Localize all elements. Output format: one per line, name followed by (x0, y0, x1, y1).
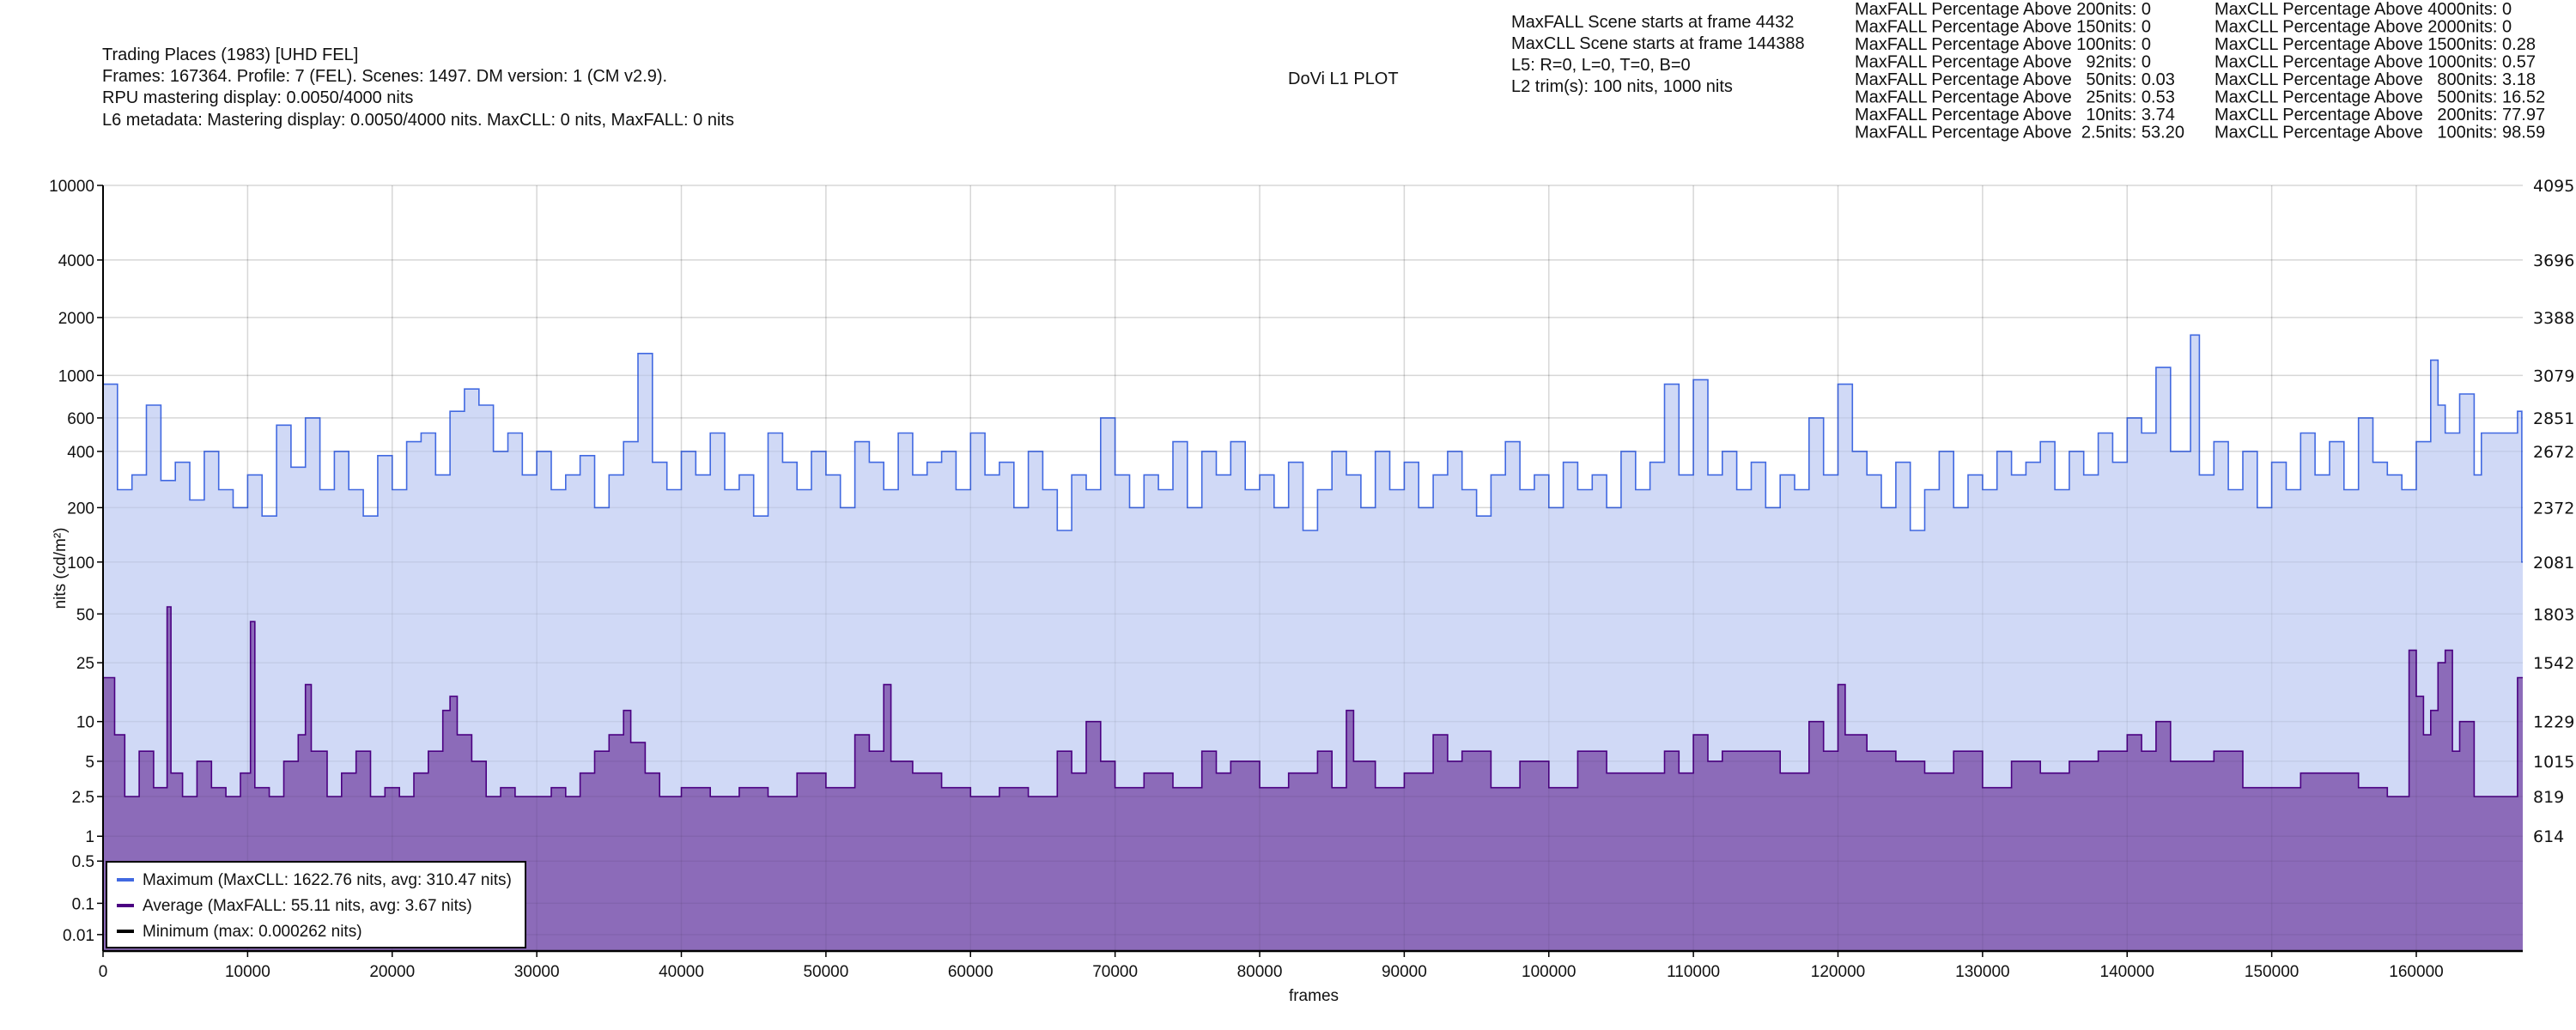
x-tick-label: 150000 (2245, 963, 2299, 981)
series-layer (103, 334, 2523, 953)
maxcll-percentage-line: MaxCLL Percentage Above 4000nits: 0 (2215, 0, 2512, 19)
y-tick-label-right-pq: 2851 (2533, 409, 2574, 428)
maxfall-percentage-line: MaxFALL Percentage Above 2.5nits: 53.20 (1855, 124, 2184, 142)
y-tick-label-right-pq: 3079 (2533, 367, 2574, 385)
maxfall-percentage-line: MaxFALL Percentage Above 25nits: 0.53 (1855, 88, 2175, 107)
y-tick-label-right-pq: 819 (2533, 788, 2564, 807)
y-tick-label-left: 400 (67, 444, 94, 462)
legend: Maximum (MaxCLL: 1622.76 nits, avg: 310.… (106, 861, 526, 948)
y-tick-label-left: 100 (67, 554, 94, 573)
info-line: MaxFALL Scene starts at frame 4432 (1511, 13, 1794, 32)
x-tick-label: 0 (99, 963, 108, 981)
x-tick-label: 140000 (2100, 963, 2154, 981)
x-tick-label: 110000 (1667, 963, 1720, 981)
y-axis-label: nits (cd/m²) (52, 528, 70, 609)
y-tick-label-left: 25 (76, 655, 94, 673)
y-tick-label-right-pq: 614 (2533, 827, 2564, 846)
x-tick-label: 60000 (948, 963, 993, 981)
x-tick-label: 10000 (225, 963, 270, 981)
x-tick-label: 70000 (1092, 963, 1138, 981)
series-line-average (103, 606, 2523, 797)
maxcll-percentage-line: MaxCLL Percentage Above 1000nits: 0.57 (2215, 53, 2536, 72)
y-tick-label-left: 2000 (58, 310, 94, 328)
x-tick-label: 80000 (1237, 963, 1283, 981)
axes: 0 10000 20000 30000 40000 50000 60000 70000 8000… (49, 177, 2574, 981)
header-info: Trading Places (1983) [UHD FEL] Frames: … (102, 0, 2545, 142)
y-tick-label-left: 10000 (49, 178, 94, 196)
legend-label-maximum: Maximum (MaxCLL: 1622.76 nits, avg: 310.… (143, 871, 512, 889)
y-tick-label-right-pq: 3388 (2533, 309, 2574, 328)
maxfall-percentage-line: MaxFALL Percentage Above 50nits: 0.03 (1855, 70, 2175, 89)
y-tick-label-right-pq: 1542 (2533, 654, 2574, 673)
percentage-stats: MaxFALL Percentage Above 200nits: 0MaxFA… (1855, 0, 2545, 142)
chart-title: Trading Places (1983) [UHD FEL] (102, 45, 358, 64)
y-tick-label-left: 0.1 (72, 895, 94, 913)
maxcll-percentage-line: MaxCLL Percentage Above 500nits: 16.52 (2215, 88, 2545, 107)
maxfall-percentage-line: MaxFALL Percentage Above 200nits: 0 (1855, 0, 2151, 19)
maxfall-percentage-line: MaxFALL Percentage Above 10nits: 3.74 (1855, 106, 2175, 124)
y-tick-label-right-pq: 1803 (2533, 605, 2574, 624)
maxcll-percentage-line: MaxCLL Percentage Above 200nits: 77.97 (2215, 106, 2545, 124)
y-tick-label-left: 50 (76, 606, 94, 624)
x-tick-label: 20000 (369, 963, 415, 981)
maxcll-percentage-line: MaxCLL Percentage Above 100nits: 98.59 (2215, 124, 2545, 142)
x-tick-label: 120000 (1811, 963, 1865, 981)
x-tick-label: 50000 (803, 963, 848, 981)
plot-title: DoVi L1 PLOT (1288, 70, 1399, 88)
x-tick-label: 100000 (1522, 963, 1576, 981)
legend-label-average: Average (MaxFALL: 55.11 nits, avg: 3.67 … (143, 897, 472, 915)
maxcll-percentage-line: MaxCLL Percentage Above 1500nits: 0.28 (2215, 35, 2536, 54)
y-tick-label-right-pq: 2081 (2533, 554, 2574, 573)
maxcll-percentage-line: MaxCLL Percentage Above 800nits: 3.18 (2215, 70, 2536, 89)
l6-metadata-info: L6 metadata: Mastering display: 0.0050/4… (102, 111, 734, 130)
x-tick-label: 40000 (659, 963, 704, 981)
maxfall-percentage-line: MaxFALL Percentage Above 150nits: 0 (1855, 18, 2151, 37)
y-tick-label-right-pq: 3696 (2533, 251, 2574, 270)
maxcll-percentage-line: MaxCLL Percentage Above 2000nits: 0 (2215, 18, 2512, 37)
y-tick-label-right-pq: 1229 (2533, 713, 2574, 732)
series-area-average (103, 607, 2523, 951)
series-line-maximum (103, 334, 2523, 563)
rpu-mastering-info: RPU mastering display: 0.0050/4000 nits (102, 88, 413, 107)
x-tick-label: 90000 (1382, 963, 1427, 981)
y-tick-label-left: 10 (76, 714, 94, 732)
maxfall-percentage-line: MaxFALL Percentage Above 92nits: 0 (1855, 53, 2151, 72)
y-tick-label-right-pq: 2372 (2533, 499, 2574, 518)
x-axis-label: frames (1289, 987, 1339, 1005)
y-tick-label-left: 1000 (58, 367, 94, 385)
x-tick-label: 130000 (1955, 963, 2009, 981)
x-tick-label: 160000 (2389, 963, 2443, 981)
info-line: MaxCLL Scene starts at frame 144388 (1511, 34, 1805, 53)
maxfall-percentage-line: MaxFALL Percentage Above 100nits: 0 (1855, 35, 2151, 54)
y-tick-label-left: 0.5 (72, 853, 94, 871)
y-tick-label-left: 1 (85, 828, 94, 846)
y-tick-label-left: 0.01 (63, 927, 94, 945)
y-tick-label-right-pq: 2672 (2533, 443, 2574, 462)
frames-info: Frames: 167364. Profile: 7 (FEL). Scenes… (102, 67, 667, 86)
y-tick-label-left: 2.5 (72, 789, 94, 807)
y-tick-label-left: 200 (67, 500, 94, 518)
info-line: L5: R=0, L=0, T=0, B=0 (1511, 56, 1691, 75)
info-line: L2 trim(s): 100 nits, 1000 nits (1511, 77, 1733, 96)
legend-label-minimum: Minimum (max: 0.000262 nits) (143, 923, 362, 941)
y-tick-label-right-pq: 4095 (2533, 177, 2574, 196)
y-tick-label-right-pq: 1015 (2533, 753, 2574, 772)
y-tick-label-left: 600 (67, 410, 94, 428)
y-tick-label-left: 4000 (58, 252, 94, 270)
x-tick-label: 30000 (514, 963, 560, 981)
y-tick-label-left: 5 (85, 754, 94, 772)
